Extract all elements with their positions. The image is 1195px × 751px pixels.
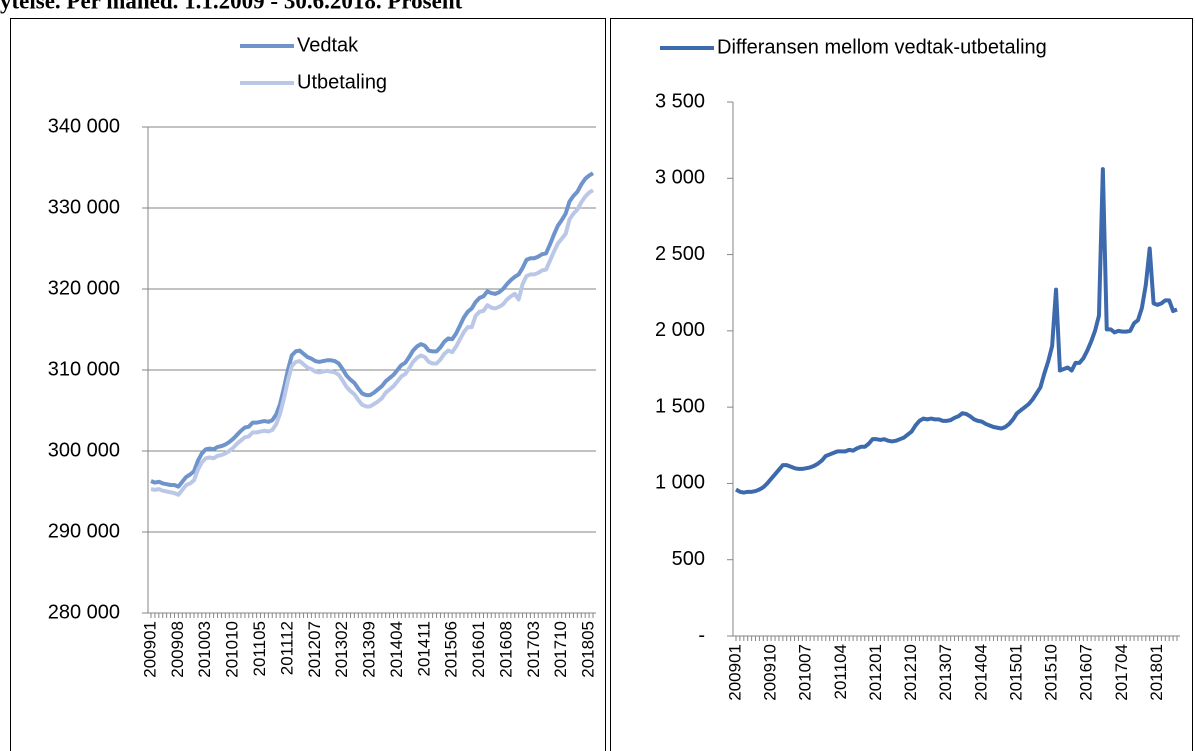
x-tick-label: 201010 xyxy=(223,621,242,678)
x-tick-label: 201704 xyxy=(1112,644,1131,701)
legend-label: Utbetaling xyxy=(297,71,387,93)
x-tick-label: 201003 xyxy=(195,621,214,678)
x-tick-label: 201601 xyxy=(469,621,488,678)
y-tick-label: 300 000 xyxy=(48,439,120,461)
header-title: ytelse. Per måned. 1.1.2009 - 30.6.2018.… xyxy=(0,0,463,13)
y-tick-label: 2 000 xyxy=(655,319,705,341)
x-tick-label: 201411 xyxy=(414,621,433,676)
x-tick-label: 201805 xyxy=(579,621,598,678)
x-tick-label: 201501 xyxy=(1006,644,1025,701)
right-panel-border xyxy=(610,18,1193,751)
x-tick-label: 201112 xyxy=(277,621,296,675)
series-line xyxy=(150,188,595,497)
x-tick-label: 201105 xyxy=(250,621,269,676)
y-tick-label: 330 000 xyxy=(48,196,120,218)
y-tick-label: 280 000 xyxy=(48,601,120,623)
y-tick-label: 1 000 xyxy=(655,472,705,494)
y-tick-label: - xyxy=(698,624,705,646)
series-line xyxy=(150,171,595,489)
x-tick-label: 201201 xyxy=(866,644,885,701)
x-tick-label: 201404 xyxy=(387,621,406,678)
x-tick-label: 201007 xyxy=(796,644,815,701)
left-panel-border xyxy=(10,18,606,751)
y-tick-label: 2 500 xyxy=(655,243,705,265)
x-tick-label: 201309 xyxy=(360,621,379,678)
x-tick-label: 200901 xyxy=(140,621,159,678)
x-tick-label: 201703 xyxy=(524,621,543,678)
x-tick-label: 200901 xyxy=(725,644,744,701)
y-tick-label: 320 000 xyxy=(48,277,120,299)
x-tick-label: 201607 xyxy=(1077,644,1096,701)
x-tick-label: 201510 xyxy=(1042,644,1061,701)
x-tick-label: 201801 xyxy=(1147,644,1166,701)
y-tick-label: 3 000 xyxy=(655,167,705,189)
y-tick-label: 3 500 xyxy=(655,90,705,112)
y-tick-label: 340 000 xyxy=(48,115,120,137)
x-tick-label: 201104 xyxy=(831,644,850,699)
y-tick-label: 290 000 xyxy=(48,520,120,542)
x-tick-label: 201302 xyxy=(332,621,351,678)
y-tick-label: 310 000 xyxy=(48,358,120,380)
x-tick-label: 201207 xyxy=(305,621,324,678)
x-tick-label: 200908 xyxy=(168,621,187,678)
x-tick-label: 200910 xyxy=(761,644,780,701)
legend-label: Differansen mellom vedtak-utbetaling xyxy=(717,36,1047,58)
x-tick-label: 201710 xyxy=(551,621,570,678)
x-tick-label: 201404 xyxy=(971,644,990,701)
x-tick-label: 201307 xyxy=(936,644,955,701)
x-tick-label: 201506 xyxy=(442,621,461,678)
x-tick-label: 201210 xyxy=(901,644,920,701)
legend-label: Vedtak xyxy=(297,34,359,56)
y-tick-label: 500 xyxy=(672,548,705,570)
y-tick-label: 1 500 xyxy=(655,395,705,417)
series-line xyxy=(734,167,1178,495)
x-tick-label: 201608 xyxy=(496,621,515,678)
